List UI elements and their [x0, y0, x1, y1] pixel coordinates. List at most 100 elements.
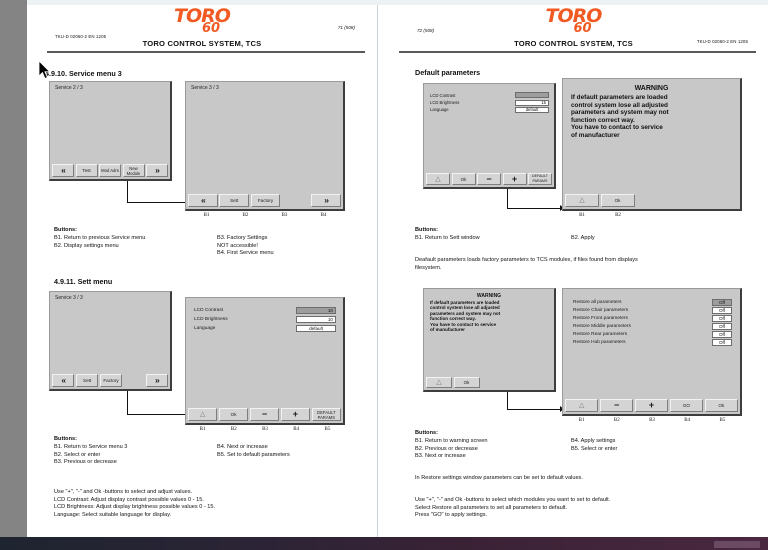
button-next[interactable]: » — [146, 164, 168, 177]
buttons-list-left-4: B1. Return to warning screen B2. Previou… — [415, 438, 488, 460]
button-mod-adrs[interactable]: Mod Adrs — [99, 164, 121, 177]
button-minus[interactable]: − — [477, 173, 501, 185]
param-value[interactable]: 10 — [296, 315, 336, 323]
button-plus[interactable]: + — [502, 173, 527, 185]
tcs-screen-restore-parameters[interactable]: Restore all parameters Off Restore Chair… — [562, 288, 742, 416]
param-value[interactable]: 10 — [296, 307, 336, 315]
button-ok[interactable]: Ok — [704, 399, 739, 412]
param-row[interactable]: LCD Contrast — [430, 92, 549, 99]
button-sett[interactable]: Sett — [219, 194, 250, 207]
param-value[interactable]: Off — [712, 323, 732, 330]
param-row[interactable]: LCD Brightness 10 — [194, 315, 336, 324]
param-row[interactable]: LCD Contrast 10 — [194, 307, 336, 315]
param-value[interactable]: Off — [712, 331, 732, 338]
button-minus[interactable]: − — [599, 399, 634, 412]
button-ok[interactable]: Ok — [453, 377, 480, 388]
button-prev[interactable]: « — [52, 374, 75, 387]
param-row[interactable]: Language default — [194, 324, 336, 332]
tcs-screen-sett-params[interactable]: LCD Contrast 10 LCD Brightness 10 Langua… — [185, 297, 345, 425]
param-value[interactable]: default — [296, 324, 336, 332]
button-back[interactable]: △ — [565, 399, 599, 412]
button-back[interactable]: △ — [426, 173, 450, 185]
param-value[interactable]: Off — [712, 307, 732, 314]
button-next[interactable]: » — [311, 194, 341, 207]
button-new-module[interactable]: New Module — [122, 164, 145, 177]
button-sett[interactable]: Sett — [75, 374, 99, 387]
button-plus[interactable]: + — [280, 408, 311, 421]
tcs-screen-service-2-3[interactable]: Service 2 / 3 « Test Mod Adrs New Module… — [49, 81, 172, 181]
param-label: LCD Brightness — [430, 100, 460, 106]
param-value[interactable] — [515, 92, 549, 99]
page-header-left: TKU-D 02060-2 EN 1205 TORO 60 71 (508) T… — [27, 5, 377, 57]
system-title: TORO CONTROL SYSTEM, TCS — [142, 39, 262, 48]
logo-model-text: 60 — [573, 21, 592, 36]
button-ok[interactable]: Ok — [218, 408, 249, 421]
button-next[interactable]: » — [145, 374, 169, 387]
button-spacer — [481, 377, 552, 388]
button-ok[interactable]: Ok — [451, 173, 476, 185]
param-value[interactable]: Off — [712, 315, 732, 322]
screen-button-row: « Sett Factory » — [52, 374, 169, 387]
param-label: Restore Chair parameters — [573, 308, 629, 313]
blabel-b2: B2 — [615, 213, 621, 218]
button-back[interactable]: △ — [426, 377, 452, 388]
blabel-b2: B2 — [242, 213, 249, 218]
button-factory[interactable]: Factory — [250, 194, 281, 207]
system-title: TORO CONTROL SYSTEM, TCS — [514, 39, 633, 48]
screen-button-row: « Test Mod Adrs New Module » — [52, 164, 168, 177]
buttons-list-right-3: B2. Apply — [571, 235, 595, 241]
button-factory[interactable]: Factory — [99, 374, 123, 387]
screen-button-row: △ Ok − + DEFAULT PARAMS — [426, 173, 552, 185]
button-back[interactable]: △ — [565, 194, 599, 207]
param-label: Restore Rear parameters — [573, 332, 628, 337]
buttons-list-left-2: B1. Return to Service menu 3 B2. Select … — [54, 444, 128, 466]
taskbar[interactable] — [0, 537, 768, 550]
buttons-heading-3: Buttons: — [415, 227, 438, 233]
footer-instructions-right: Use "+", "-" and Ok -buttons to select w… — [415, 497, 611, 519]
button-spacer — [636, 194, 738, 207]
param-row[interactable]: Restore Front parameters Off — [573, 315, 732, 322]
tcs-screen-warning-2[interactable]: WARNING If default parameters are loaded… — [423, 288, 556, 392]
button-default-params[interactable]: DEFAULT PARAMS — [311, 408, 342, 421]
param-row[interactable]: Restore Middle parameters Off — [573, 323, 732, 330]
param-value[interactable]: default — [515, 106, 549, 113]
warning-title: WARNING — [476, 293, 502, 299]
param-row[interactable]: Restore Chair parameters Off — [573, 307, 732, 314]
button-plus[interactable]: + — [634, 399, 669, 412]
button-spacer — [124, 374, 144, 387]
param-row[interactable]: Restore Hub parameters Off — [573, 339, 732, 346]
tcs-screen-warning[interactable]: WARNING If default parameters are loaded… — [562, 78, 742, 211]
blabel-b1: B1 — [579, 213, 585, 218]
screen-title: Service 2 / 3 — [55, 85, 83, 91]
note-restore-settings: In Restore settings window parameters ca… — [415, 475, 583, 481]
param-row[interactable]: Restore all parameters Off — [573, 299, 732, 306]
tcs-screen-sett-params-right[interactable]: LCD Contrast LCD Brightness 15 Language … — [423, 83, 556, 189]
warning-body: If default parameters are loaded control… — [571, 94, 669, 139]
param-row[interactable]: Restore Rear parameters Off — [573, 331, 732, 338]
toro-logo: TORO 60 — [546, 7, 603, 36]
viewer-sidebar-rail[interactable] — [0, 0, 27, 537]
param-value[interactable]: Off — [712, 339, 732, 346]
footer-instructions-left: Use "+", "-" and Ok -buttons to select a… — [54, 489, 216, 518]
tcs-screen-service-3-3[interactable]: Service 3 / 3 « Sett Factory » — [185, 81, 345, 211]
button-ok[interactable]: Ok — [600, 194, 635, 207]
warning-title: WARNING — [634, 85, 669, 92]
button-prev[interactable]: « — [188, 194, 218, 207]
param-row[interactable]: Language default — [430, 106, 549, 113]
page-header-right: 72 (508) TORO 60 TKU-D 02060-2 EN 1205 T… — [379, 5, 768, 57]
button-default-params[interactable]: DEFAULT PARAMS — [528, 173, 552, 185]
blabel-b4: B4 — [293, 427, 300, 432]
button-go[interactable]: GO — [669, 399, 704, 412]
param-value[interactable]: 15 — [515, 99, 549, 106]
flow-connector-4 — [507, 392, 569, 416]
screen-button-row: △ Ok − + DEFAULT PARAMS — [188, 408, 342, 421]
param-value[interactable]: Off — [712, 299, 732, 306]
screen-button-row: △ Ok — [565, 194, 738, 207]
button-back[interactable]: △ — [188, 408, 218, 421]
button-prev[interactable]: « — [52, 164, 74, 177]
logo-model-text: 60 — [201, 21, 221, 36]
button-minus[interactable]: − — [249, 408, 280, 421]
tcs-screen-service-3-3-b[interactable]: Service 3 / 3 « Sett Factory » — [49, 291, 172, 391]
param-row[interactable]: LCD Brightness 15 — [430, 99, 549, 106]
button-test[interactable]: Test — [75, 164, 98, 177]
